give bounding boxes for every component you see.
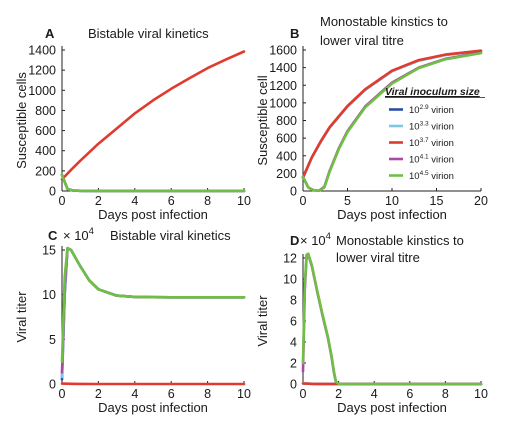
series-line-3: [301, 49, 483, 179]
y-axis-label: Susceptible cells: [14, 72, 29, 169]
x-tick-label: 8: [204, 387, 211, 401]
series-line-2: [60, 173, 246, 193]
panel-d: 0 2 4 6 8 10 0 2 4 6 8 10 12 Days post infection Viral…: [255, 231, 488, 415]
x-tick-label: 5: [344, 194, 351, 208]
y-tick-label: 600: [35, 124, 56, 138]
y-tick-label: 0: [290, 378, 297, 392]
x-tick-label: 8: [442, 387, 449, 401]
y-tick-label: 0: [49, 378, 56, 392]
panel-subtitle: lower viral titre: [336, 250, 420, 265]
series-line-5: [301, 51, 483, 192]
y-tick-label: 0: [290, 185, 297, 199]
panel-title: Monostable kinstics to: [336, 233, 464, 248]
legend-entry: 103.7 virion: [409, 137, 454, 149]
y-axis-label: Susceptible cell: [255, 75, 270, 165]
y-tick-label: 4: [290, 336, 297, 350]
y-tick-label: 10: [42, 288, 56, 302]
y-tick-label: 2: [290, 357, 297, 371]
y-axis-label: Viral titer: [14, 291, 29, 343]
panel-title: Bistable viral kinetics: [110, 228, 231, 243]
y-tick-label: 12: [283, 252, 297, 266]
y-tick-label: 1200: [269, 79, 297, 93]
x-tick-label: 0: [59, 387, 66, 401]
series-line-4: [60, 246, 246, 374]
x-tick-label: 2: [335, 387, 342, 401]
y-tick-label: 0: [49, 185, 56, 199]
series-line-4: [60, 173, 246, 193]
axis-multiplier: × 104: [63, 226, 94, 243]
y-tick-label: 200: [35, 164, 56, 178]
y-axis-label: Viral titer: [255, 295, 270, 347]
y-tick-label: 10: [283, 273, 297, 287]
series-line-1: [60, 173, 246, 193]
panel-title: Monostable kinstics to: [320, 14, 448, 29]
x-tick-label: 0: [59, 194, 66, 208]
x-tick-label: 0: [300, 194, 307, 208]
series-line-5: [301, 252, 483, 386]
y-tick-label: 6: [290, 315, 297, 329]
panel-letter: C: [48, 228, 58, 243]
panel-subtitle: lower viral titre: [320, 33, 404, 48]
panel-letter: A: [45, 26, 55, 41]
y-tick-label: 200: [276, 167, 297, 181]
y-tick-label: 1200: [28, 64, 56, 78]
y-tick-label: 1400: [269, 61, 297, 75]
x-tick-label: 0: [300, 387, 307, 401]
panel-b: 0 5 10 15 2002004006008001000120014001600Day…: [255, 14, 488, 222]
x-tick-label: 6: [168, 387, 175, 401]
x-axis-label: Days post infection: [337, 400, 447, 415]
x-tick-label: 2: [95, 387, 102, 401]
panel-letter: D: [290, 233, 299, 248]
series-line-1: [60, 246, 246, 381]
x-axis-label: Days post infection: [98, 400, 208, 415]
y-tick-label: 15: [42, 244, 56, 258]
legend-entry: 104.1 virion: [409, 154, 454, 166]
series-line-2: [60, 246, 246, 379]
x-axis-label: Days post infection: [98, 207, 208, 222]
x-tick-label: 10: [474, 387, 488, 401]
panel-c: 0 2 4 6 8 10 0 5 10 15 Days post infection Viral ti…: [14, 226, 251, 415]
x-tick-label: 10: [237, 194, 251, 208]
x-tick-label: 4: [371, 387, 378, 401]
legend-title: Viral inoculum size: [385, 86, 480, 98]
x-tick-label: 20: [474, 194, 488, 208]
x-axis-label: Days post infection: [337, 207, 447, 222]
y-tick-label: 800: [276, 114, 297, 128]
panel-a: 0 2 4 6 8 10 0 200 400 600 800 1000 1200 1400 Days pos…: [14, 26, 251, 222]
panel-title: Bistable viral kinetics: [88, 26, 209, 41]
y-tick-label: 400: [276, 149, 297, 163]
y-tick-label: 1000: [269, 96, 297, 110]
y-tick-label: 1000: [28, 84, 56, 98]
y-tick-label: 1600: [269, 44, 297, 58]
y-tick-label: 8: [290, 294, 297, 308]
y-tick-label: 1400: [28, 44, 56, 58]
series-line-5: [60, 173, 246, 193]
x-tick-label: 10: [385, 194, 399, 208]
legend-entry: 102.9 virion: [409, 104, 454, 116]
panel-letter: B: [290, 26, 299, 41]
legend-entry: 103.3 virion: [409, 121, 454, 133]
series-line-3: [60, 50, 246, 181]
x-tick-label: 6: [168, 194, 175, 208]
x-tick-label: 15: [430, 194, 444, 208]
y-tick-label: 5: [49, 333, 56, 347]
legend-entry: 104.5 virion: [409, 170, 454, 182]
x-tick-label: 10: [237, 387, 251, 401]
x-tick-label: 2: [95, 194, 102, 208]
x-tick-label: 6: [406, 387, 413, 401]
series-line-4: [301, 253, 483, 386]
y-tick-label: 600: [276, 132, 297, 146]
y-tick-label: 400: [35, 144, 56, 158]
x-tick-label: 4: [131, 387, 138, 401]
x-tick-label: 8: [204, 194, 211, 208]
series-line-5: [60, 246, 246, 364]
y-tick-label: 800: [35, 104, 56, 118]
axis-multiplier: × 104: [300, 231, 331, 248]
x-tick-label: 4: [131, 194, 138, 208]
legend: Viral inoculum size 102.9 virion 103.3 vir…: [385, 86, 485, 182]
